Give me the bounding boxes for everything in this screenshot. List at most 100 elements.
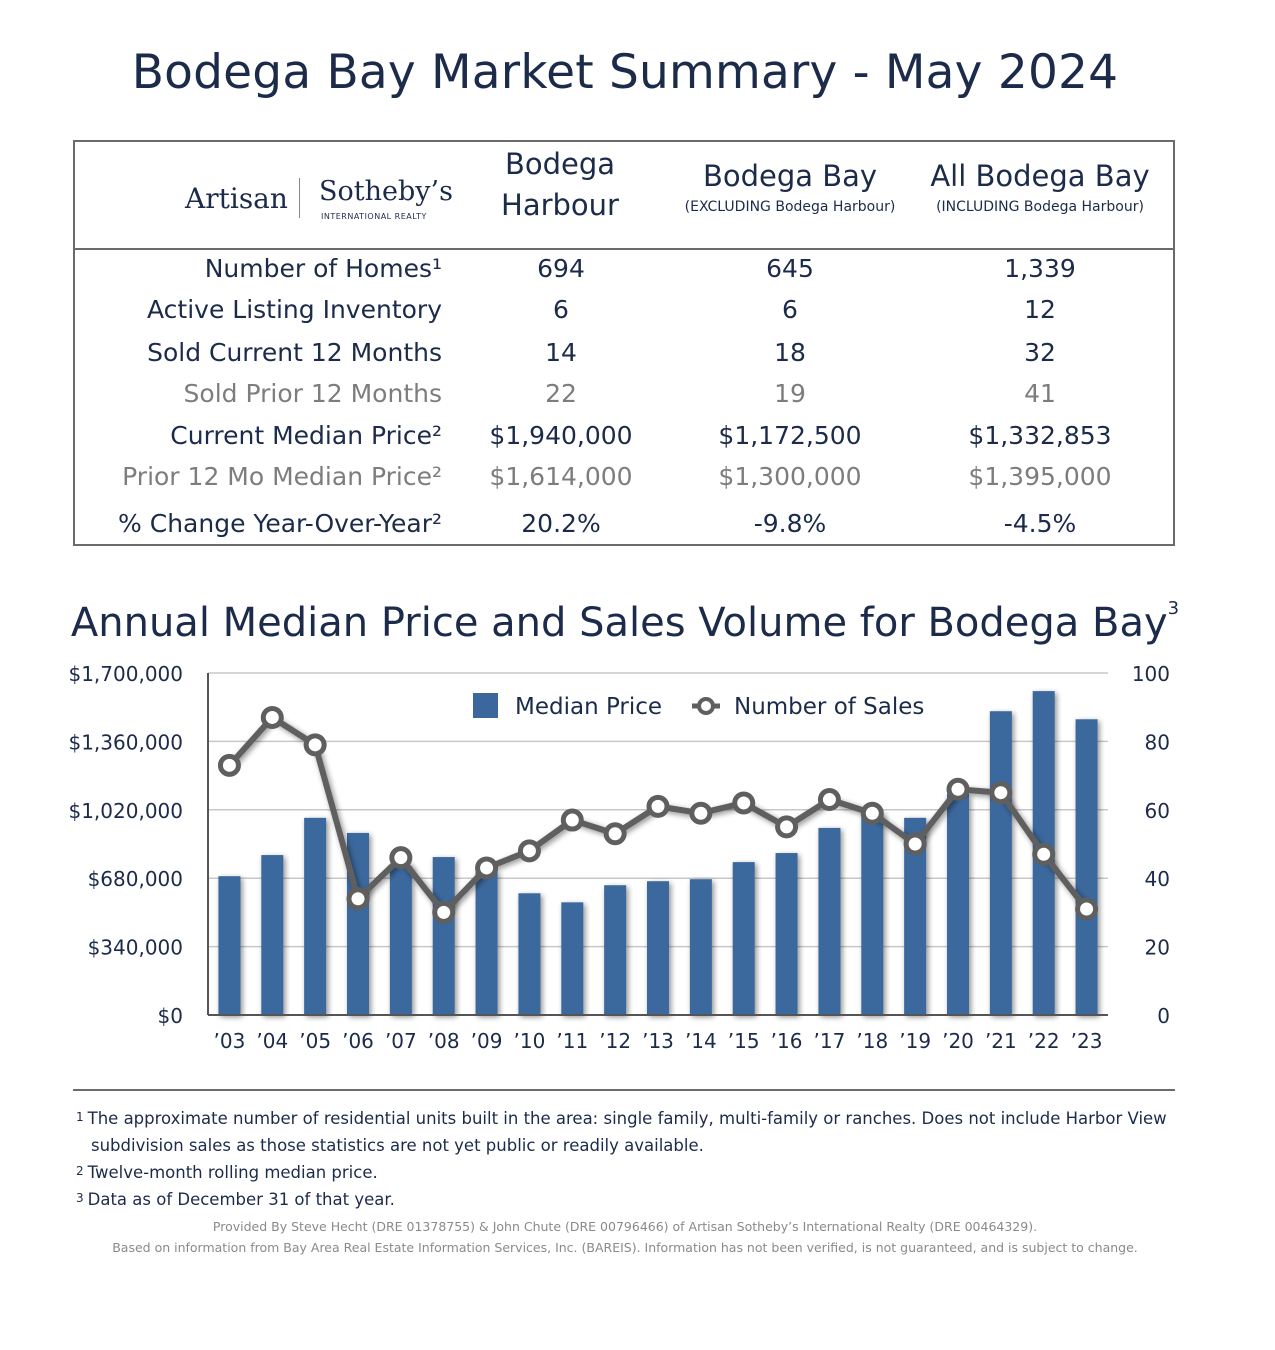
point-number-of-sales	[1032, 842, 1056, 866]
cell-bodega-harbour: 14	[545, 338, 577, 367]
point-number-of-sales	[303, 733, 327, 757]
cell-bodega-harbour: 694	[537, 254, 585, 283]
x-tick-label: ’09	[471, 1029, 503, 1053]
bar-median-price	[604, 885, 627, 1015]
y-left-tick-label: $1,360,000	[68, 730, 183, 754]
point-number-of-sales	[560, 808, 584, 832]
cell-all-bodega-bay: 32	[1024, 338, 1056, 367]
y-left-tick-label: $0	[158, 1004, 183, 1028]
column-header-line2: Harbour	[501, 188, 619, 222]
x-tick-label: ’14	[685, 1029, 717, 1053]
table-row: Sold Prior 12 Months 22 19 41	[75, 379, 1175, 419]
table-row: Prior 12 Mo Median Price² $1,614,000 $1,…	[75, 462, 1175, 502]
x-tick-label: ’18	[856, 1029, 888, 1053]
bar-median-price	[561, 902, 584, 1015]
x-tick-label: ’12	[599, 1029, 631, 1053]
market-summary-table: Artisan Sotheby’s INTERNATIONAL REALTY B…	[73, 140, 1175, 546]
x-tick-label: ’16	[771, 1029, 803, 1053]
point-number-of-sales	[903, 832, 927, 856]
bar-median-price	[475, 870, 498, 1015]
price-sales-chart: $0 0 $340,000 20 $680,000 40 $1,020,000 60 $1,36…	[68, 662, 1170, 1053]
y-right-tick-label: 0	[1157, 1004, 1170, 1028]
cell-bodega-bay: -9.8%	[753, 509, 827, 538]
x-tick-label: ’17	[814, 1029, 846, 1053]
point-number-of-sales	[432, 900, 456, 924]
x-tick-label: ’04	[256, 1029, 288, 1053]
footnote-3: 3 Data as of December 31 of that year.	[76, 1190, 395, 1209]
point-number-of-sales	[946, 777, 970, 801]
column-header-bodega-bay: Bodega Bay (EXCLUDING Bodega Harbour)	[670, 156, 910, 215]
point-number-of-sales	[346, 887, 370, 911]
bar-median-price	[432, 857, 455, 1015]
column-header-line1: All Bodega Bay	[930, 159, 1150, 193]
y-left-tick-label: $340,000	[88, 936, 183, 960]
x-tick-label: ’23	[1071, 1029, 1103, 1053]
bar-median-price	[732, 862, 755, 1015]
row-label: Sold Prior 12 Months	[183, 379, 442, 408]
bar-median-price	[818, 827, 841, 1015]
cell-all-bodega-bay: $1,332,853	[968, 421, 1112, 450]
credit-line-source: Based on information from Bay Area Real …	[112, 1240, 1138, 1255]
x-tick-label: ’10	[514, 1029, 546, 1053]
footnote-text: The approximate number of residential un…	[87, 1109, 1167, 1128]
point-number-of-sales	[475, 856, 499, 880]
table-row: Active Listing Inventory 6 6 12	[75, 295, 1175, 335]
table-row: % Change Year-Over-Year² 20.2% -9.8% -4.…	[75, 509, 1175, 549]
bar-median-price	[218, 876, 241, 1015]
column-header-line1: Bodega	[504, 147, 616, 181]
y-left-tick-label: $680,000	[88, 867, 183, 891]
y-left-tick-label: $1,020,000	[68, 799, 183, 823]
cell-all-bodega-bay: 41	[1024, 379, 1056, 408]
column-header-bodega-harbour: Bodega Harbour	[475, 144, 645, 226]
cell-bodega-harbour: $1,940,000	[489, 421, 633, 450]
bar-median-price	[904, 817, 927, 1015]
y-right-tick-label: 100	[1132, 662, 1170, 686]
point-number-of-sales	[1075, 897, 1099, 921]
bar-median-price	[989, 711, 1012, 1015]
point-number-of-sales	[860, 801, 884, 825]
x-tick-label: ’03	[214, 1029, 246, 1053]
logo-sothebys-text: Sotheby’s	[319, 176, 453, 207]
row-label: % Change Year-Over-Year²	[118, 509, 442, 538]
cell-bodega-bay: 18	[774, 338, 806, 367]
x-tick-label: ’21	[985, 1029, 1017, 1053]
bar-median-price	[261, 855, 284, 1015]
cell-all-bodega-bay: -4.5%	[1003, 509, 1077, 538]
page-title: Bodega Bay Market Summary - May 2024	[131, 45, 1119, 100]
bar-median-price	[304, 817, 327, 1015]
bar-median-price	[775, 853, 798, 1015]
cell-bodega-bay: 6	[782, 295, 798, 324]
footnote-divider	[73, 1089, 1175, 1091]
bar-median-price	[518, 893, 541, 1015]
row-label: Sold Current 12 Months	[147, 338, 442, 367]
x-tick-label: ’20	[942, 1029, 974, 1053]
logo-tagline: INTERNATIONAL REALTY	[321, 212, 427, 221]
point-number-of-sales	[989, 781, 1013, 805]
cell-all-bodega-bay: 1,339	[1004, 254, 1076, 283]
footnote-1: 1 The approximate number of residential u…	[76, 1109, 1167, 1128]
bar-median-price	[861, 811, 884, 1015]
bar-median-price	[647, 881, 669, 1015]
footnote-text: Twelve-month rolling median price.	[87, 1163, 378, 1182]
column-header-sub: (EXCLUDING Bodega Harbour)	[684, 199, 896, 215]
y-right-tick-label: 20	[1145, 936, 1170, 960]
cell-bodega-harbour: 22	[545, 379, 577, 408]
row-label: Prior 12 Mo Median Price²	[122, 462, 442, 491]
point-number-of-sales	[217, 753, 241, 777]
point-number-of-sales	[260, 705, 284, 729]
bar-median-price	[947, 793, 969, 1015]
x-tick-label: ’07	[385, 1029, 417, 1053]
cell-bodega-harbour: 20.2%	[521, 509, 601, 538]
footnote-1-continued: subdivision sales as those statistics ar…	[91, 1136, 704, 1155]
x-tick-label: ’13	[642, 1029, 674, 1053]
x-tick-label: ’08	[428, 1029, 460, 1053]
point-number-of-sales	[517, 839, 541, 863]
x-tick-label: ’19	[899, 1029, 931, 1053]
cell-bodega-bay: 19	[774, 379, 806, 408]
cell-all-bodega-bay: 12	[1024, 295, 1056, 324]
footnote-text: Data as of December 31 of that year.	[87, 1190, 395, 1209]
chart-title-footnote-mark: 3	[1167, 598, 1180, 619]
logo-artisan-text: Artisan	[185, 182, 288, 215]
row-label: Number of Homes¹	[204, 254, 442, 283]
header-divider	[75, 248, 1173, 250]
